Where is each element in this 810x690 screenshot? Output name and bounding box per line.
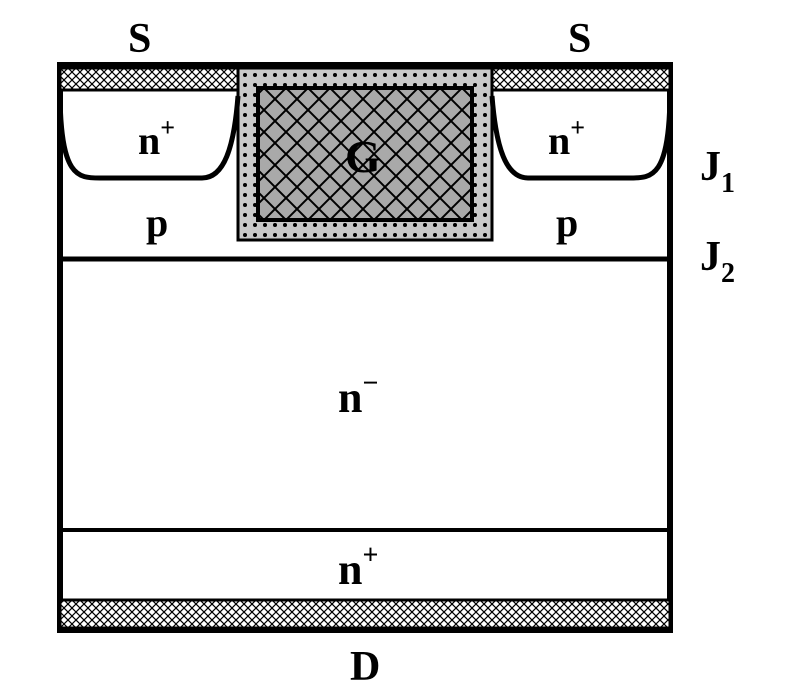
label-p-right: p (556, 200, 578, 245)
label-source-right: S (568, 16, 591, 62)
label-p-left: p (146, 200, 168, 245)
label-drain: D (350, 644, 380, 690)
source-contact-left (60, 68, 238, 90)
label-source-left: S (128, 16, 151, 62)
label-j1: J1 (700, 144, 735, 199)
source-contact-right (492, 68, 670, 90)
label-gate: G (345, 131, 381, 182)
label-j2: J2 (700, 234, 735, 289)
drain-contact (60, 600, 670, 628)
